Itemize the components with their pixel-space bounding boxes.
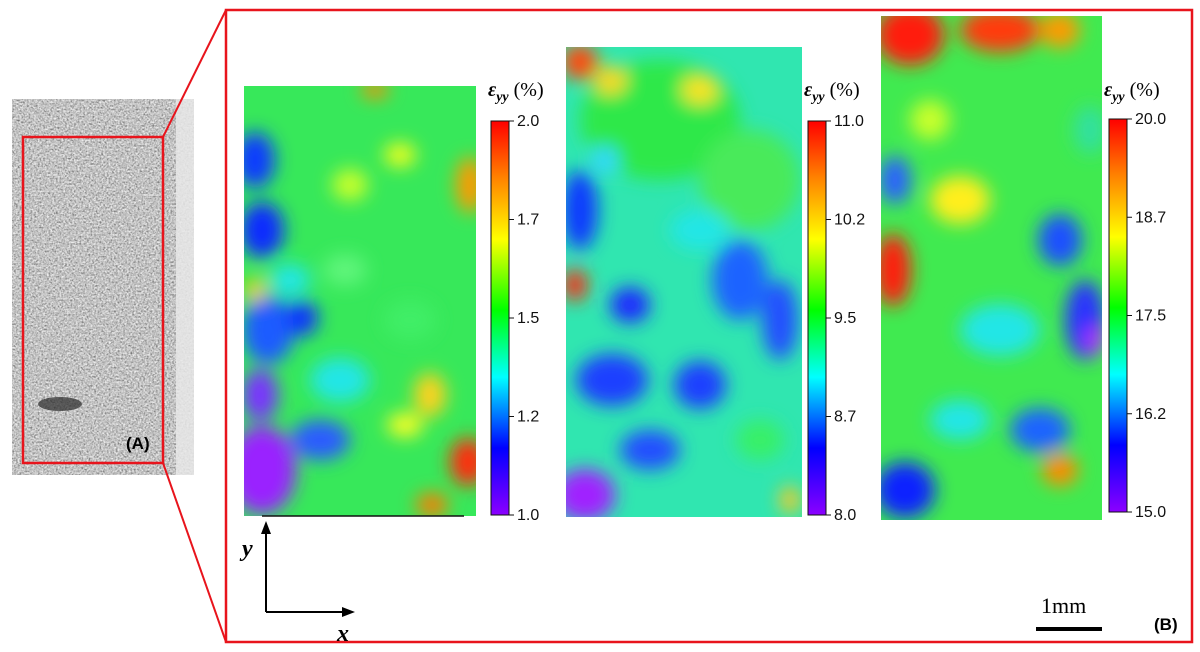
panel-a-label: (A): [126, 434, 150, 453]
colorbar-2-tick-label: 11.0: [834, 113, 864, 130]
coordinate-axes: [261, 521, 355, 617]
colorbar-2-tick-label: 8.7: [834, 409, 856, 426]
colorbars: 2.0 1.7 1.5 1.2 1.0 11.0 10.2 9.5 8.7 8.0 20.0 18.7…: [490, 111, 1166, 524]
zoom-line-bottom: [162, 462, 227, 643]
colorbar-2-title: εyy (%): [804, 79, 860, 105]
colorbar-3-tick-label: 18.7: [1135, 209, 1166, 226]
colorbar-1-tick-label: 2.0: [517, 113, 539, 130]
region-of-interest-box: [21, 135, 165, 465]
panel-b-frame: [224, 8, 1194, 644]
colorbar-1-title: εyy (%): [488, 79, 544, 105]
strain-map-2: [566, 47, 802, 517]
colorbar-3-tick-label: 15.0: [1135, 504, 1166, 521]
colorbar-1-tick-label: 1.0: [517, 507, 539, 524]
specimen-photo: [12, 99, 194, 475]
colorbar-3-tick-label: 17.5: [1135, 308, 1166, 325]
colorbar-1-tick-label: 1.2: [517, 409, 539, 426]
strain-map-1: [244, 86, 476, 516]
colorbar-1-tick-label: 1.7: [517, 212, 539, 229]
colorbar-2-tick-label: 9.5: [834, 310, 856, 327]
colorbar-2-tick-label: 10.2: [834, 212, 865, 229]
y-axis-label: y: [239, 536, 253, 562]
colorbar-2-tick-label: 8.0: [834, 507, 856, 524]
colorbar-3: [1108, 118, 1128, 513]
x-axis-label: x: [336, 621, 349, 647]
colorbar-1-tick-label: 1.5: [517, 310, 539, 327]
colorbar-2: [807, 120, 827, 516]
zoom-line-top: [162, 9, 227, 138]
scale-bar-label: 1mm: [1041, 593, 1086, 618]
panel-b-label: (B): [1154, 615, 1178, 634]
colorbar-3-title: εyy (%): [1104, 79, 1160, 105]
colorbar-3-tick-label: 20.0: [1135, 111, 1166, 128]
strain-map-3: [881, 16, 1102, 520]
colorbar-3-tick-label: 16.2: [1135, 406, 1166, 423]
colorbar-1: [490, 120, 510, 516]
